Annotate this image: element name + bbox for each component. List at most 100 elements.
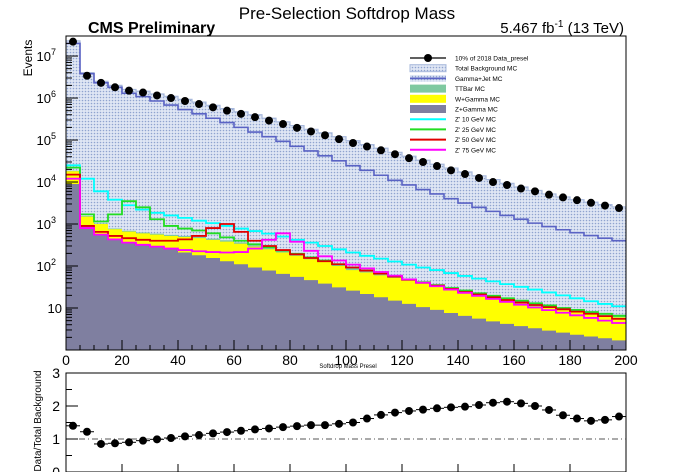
data-point <box>433 162 441 171</box>
data-point <box>195 100 203 109</box>
data-point <box>461 170 469 179</box>
ratio-x-tick-label: 180 <box>558 470 582 472</box>
y-tick-label: 107 <box>37 47 56 64</box>
y-tick-label: 103 <box>37 215 56 232</box>
x-tick-label: 100 <box>334 352 358 368</box>
data-point <box>545 190 553 199</box>
data-point <box>251 113 259 122</box>
legend-item-total-background-mc: Total Background MC <box>409 64 517 73</box>
ratio-y-tick-label: 3 <box>52 365 60 381</box>
ratio-point <box>307 421 315 430</box>
data-point <box>83 71 91 80</box>
ratio-point <box>69 421 77 430</box>
x-tick-label: 80 <box>282 352 298 368</box>
ratio-x-tick-label: 100 <box>334 470 358 472</box>
data-point <box>279 120 287 129</box>
ratio-point <box>447 403 455 412</box>
x-tick-label: 60 <box>226 352 242 368</box>
ratio-point <box>209 429 217 438</box>
ratio-point <box>167 434 175 443</box>
legend-label: W+Gamma MC <box>455 96 500 103</box>
x-tick-label: 200 <box>614 352 638 368</box>
legend: 10% of 2018 Data_presel Total Background … <box>409 54 529 154</box>
legend-label: 10% of 2018 Data_presel <box>455 56 529 63</box>
x-tick-label: 180 <box>558 352 582 368</box>
ratio-point <box>517 399 525 408</box>
ratio-plot: 0 1 2 3 0 20 40 60 80 100 120 140 160 180 200 Data/Tot… <box>33 365 638 472</box>
ratio-y-tick-label: 1 <box>52 431 60 447</box>
series-gamma-jet-mc <box>66 42 626 242</box>
legend-item-gamma-jet-mc: Gamma+Jet MC <box>410 74 503 83</box>
x-tick-label: 40 <box>170 352 186 368</box>
chart-title: Pre-Selection Softdrop Mass <box>239 4 455 23</box>
series-z-10-gev-mc <box>66 164 626 308</box>
data-point <box>475 173 483 182</box>
ratio-point <box>587 416 595 425</box>
data-point <box>615 204 623 213</box>
data-point <box>97 78 105 87</box>
data-point <box>601 201 609 210</box>
ratio-point <box>181 432 189 441</box>
data-point <box>573 196 581 205</box>
ratio-point <box>153 435 161 444</box>
ratio-point <box>265 424 273 433</box>
legend-swatch <box>410 94 446 103</box>
y-tick-label: 105 <box>37 131 56 148</box>
legend-item-z-25-gev-mc: Z' 25 GeV MC <box>410 127 496 134</box>
legend-label: TTBar MC <box>455 86 485 93</box>
data-point <box>209 103 217 112</box>
ratio-y-axis-label: Data/Total Background <box>33 370 44 471</box>
data-point <box>69 37 77 46</box>
data-point <box>125 86 133 95</box>
data-point <box>293 123 301 132</box>
ratio-x-tick-label: 120 <box>390 470 414 472</box>
ratio-point <box>601 415 609 424</box>
ratio-point <box>433 404 441 413</box>
legend-swatch <box>410 84 446 93</box>
y-tick-label: 106 <box>37 89 56 106</box>
x-tick-label: 0 <box>62 352 70 368</box>
ratio-point <box>139 436 147 445</box>
ratio-point <box>251 425 259 434</box>
legend-item-w-gamma-mc: W+Gamma MC <box>410 94 500 103</box>
ratio-point <box>223 428 231 437</box>
y-tick-label: 104 <box>37 173 56 190</box>
data-point <box>237 109 245 118</box>
ratio-x-tick-label: 200 <box>614 470 638 472</box>
ratio-point <box>503 397 511 406</box>
data-point <box>321 131 329 140</box>
data-point <box>447 166 455 175</box>
data-point <box>489 178 497 187</box>
y-tick-label: 102 <box>37 257 56 274</box>
ratio-x-tick-label: 80 <box>282 470 298 472</box>
ratio-point <box>559 411 567 420</box>
data-point <box>377 146 385 155</box>
experiment-label: CMS Preliminary <box>88 20 215 37</box>
x-axis-label: Softdrop Mass Presel <box>319 364 376 370</box>
data-point <box>335 135 343 144</box>
ratio-x-tick-label: 0 <box>62 470 70 472</box>
ratio-x-tick-label: 20 <box>114 470 130 472</box>
ratio-point <box>237 426 245 435</box>
x-tick-label: 140 <box>446 352 470 368</box>
main-plot: 0 20 40 60 80 100 120 140 160 180 200 10 102 103 104 10… <box>21 35 638 370</box>
x-tick-label: 120 <box>390 352 414 368</box>
data-point <box>419 157 427 166</box>
data-point <box>363 142 371 151</box>
ratio-point <box>475 401 483 410</box>
series-z-gamma-mc <box>66 183 626 350</box>
data-point <box>181 96 189 105</box>
ratio-point <box>531 402 539 410</box>
legend-item-10-of-2018-data-presel: 10% of 2018 Data_presel <box>410 54 529 63</box>
ratio-x-tick-label: 60 <box>226 470 242 472</box>
data-point <box>153 91 161 100</box>
legend-item-z-gamma-mc: Z+Gamma MC <box>410 105 498 114</box>
data-point <box>265 116 273 125</box>
ratio-y-tick-label: 0 <box>52 464 60 472</box>
ratio-y-tick-label: 2 <box>52 398 60 414</box>
data-point <box>587 198 595 207</box>
data-point <box>391 150 399 159</box>
ratio-x-tick-label: 160 <box>502 470 526 472</box>
data-point <box>167 94 175 103</box>
